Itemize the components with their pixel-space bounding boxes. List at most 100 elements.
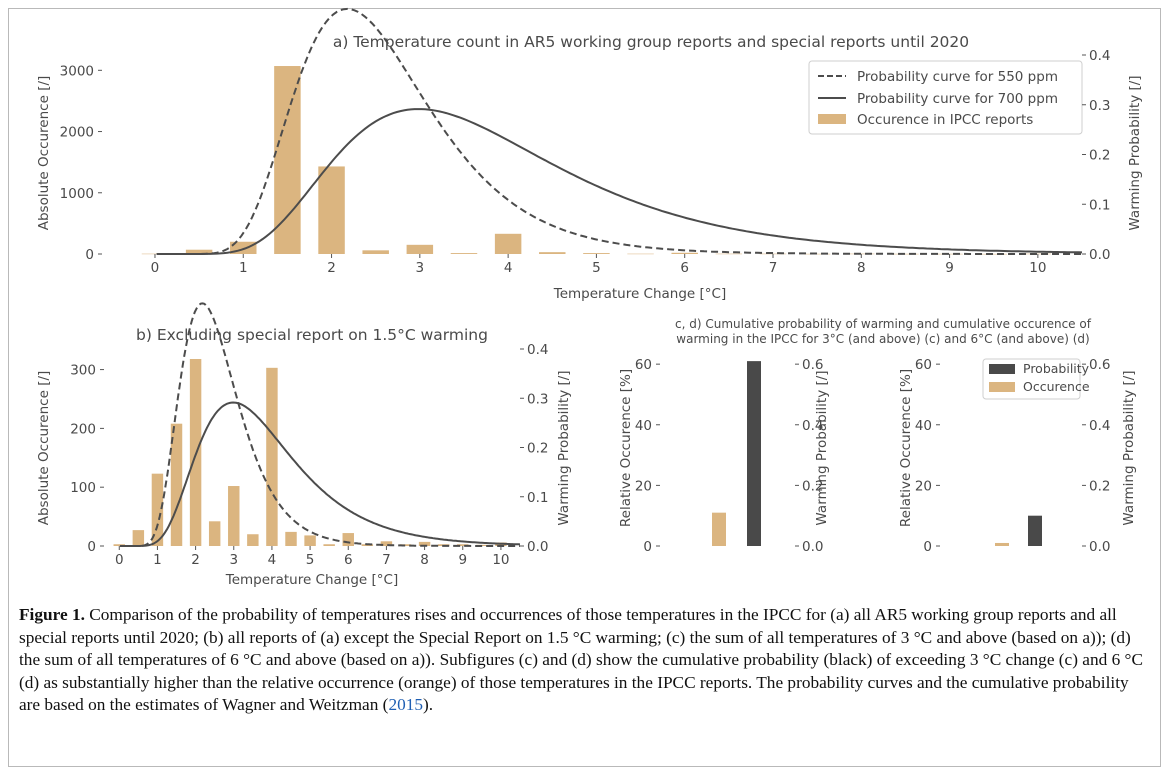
chart-a-y2tick-label: 0.1 (1089, 197, 1110, 213)
chart-c-y2tick-label: 0.0 (802, 539, 823, 555)
chart-b-bar (380, 541, 393, 546)
chart-b-bar (170, 423, 183, 546)
legend-a-bar-swatch (818, 114, 846, 124)
chart-a-xtick-label: 3 (416, 260, 425, 276)
legend-a-box (808, 60, 1083, 135)
chart-b-ytick-label: 300 (70, 363, 96, 379)
chart-b-xtick-label: 4 (268, 552, 277, 568)
legend-d-occ-swatch (989, 382, 1015, 392)
legend-a-item-occurence: Occurence in IPCC reports (857, 112, 1033, 128)
caption-label: Figure 1. (19, 605, 85, 624)
chart-b-ylabel: Absolute Occurence [/] (36, 371, 52, 526)
chart-b-xtick-label: 3 (229, 552, 238, 568)
chart-a-y2tick-label: 0.3 (1089, 98, 1110, 114)
chart-b-xtick-label: 7 (382, 552, 391, 568)
chart-d-y2tick-label: 0.6 (1089, 357, 1110, 373)
chart-d-ytick-label: 0 (923, 539, 932, 555)
chart-a-xtick-label: 9 (945, 260, 954, 276)
chart-d-occurence-bar (995, 542, 1009, 546)
chart-a-bar (848, 253, 875, 255)
chart-c-ytick-label: 40 (635, 418, 652, 434)
chart-b-curve-700 (120, 401, 521, 547)
chart-a-y2tick-label: 0.4 (1089, 48, 1110, 64)
chart-c-y2label: Warming Probability [/] (814, 370, 830, 525)
chart-cd-title-line2: warming in the IPCC for 3°C (and above) … (676, 332, 1089, 346)
chart-a-xlabel: Temperature Change [°C] (553, 286, 727, 302)
chart-b-xtick-label: 0 (115, 552, 124, 568)
legend-a-item-550: Probability curve for 550 ppm (857, 69, 1058, 85)
legend-d-prob-swatch (989, 364, 1015, 374)
chart-b-ytick-label: 0 (87, 539, 96, 555)
chart-b-bar (113, 544, 125, 546)
chart-d-ytick-label: 60 (915, 357, 932, 373)
chart-a-y2tick-label: 0.0 (1089, 247, 1110, 263)
chart-a-bar (141, 253, 169, 255)
chart-a-bar (450, 253, 478, 254)
chart-c-ylabel: Relative Occurence [%] (618, 369, 634, 527)
chart-b-bar (304, 535, 316, 546)
chart-b-ytick-label: 100 (70, 480, 96, 496)
chart-b-xtick-label: 9 (458, 552, 467, 568)
chart-b-xtick-label: 8 (420, 552, 429, 568)
chart-b-title: b) Excluding special report on 1.5°C war… (136, 326, 488, 344)
chart-a-xtick-label: 6 (680, 260, 689, 276)
chart-b-bar (342, 533, 354, 546)
chart-d-y2tick-label: 0.2 (1089, 478, 1110, 494)
chart-a-bar (406, 244, 434, 254)
chart-b-y2tick-label: 0.0 (527, 539, 548, 555)
chart-b-y2tick-label: 0.3 (527, 391, 548, 407)
chart-b-xlabel: Temperature Change [°C] (225, 572, 399, 588)
chart-a-xtick-label: 5 (592, 260, 601, 276)
chart-a-xtick-label: 0 (151, 260, 160, 276)
chart-d-legend: Probability Occurence (982, 358, 1090, 400)
chart-a-bar (583, 253, 610, 254)
chart-d-y2tick-label: 0.4 (1089, 418, 1110, 434)
legend-a-item-700: Probability curve for 700 ppm (857, 91, 1058, 107)
chart-b-xtick-label: 6 (344, 552, 353, 568)
citation-link[interactable]: 2015 (388, 695, 423, 715)
chart-a-bar (1024, 253, 1052, 255)
legend-d-item-occurence: Occurence (1023, 379, 1090, 394)
chart-c-occurence-bar (712, 512, 726, 546)
chart-c-y2tick-label: 0.6 (802, 357, 823, 373)
chart-b-xtick-label: 5 (306, 552, 315, 568)
chart-b-bar (132, 530, 145, 546)
legend-d-item-probability: Probability (1023, 361, 1090, 376)
chart-a-xtick-label: 10 (1029, 260, 1046, 276)
chart-b-y2tick-label: 0.4 (527, 342, 548, 358)
chart-c-ytick-label: 20 (635, 478, 652, 494)
chart-a-legend: Probability curve for 550 ppm Probabilit… (808, 60, 1083, 135)
chart-d-probability-bar (1028, 515, 1042, 546)
chart-c-y2tick-label: 0.4 (802, 418, 823, 434)
chart-b-bar (457, 544, 469, 546)
chart-cd-title-line1: c, d) Cumulative probability of warming … (675, 317, 1092, 331)
chart-a-xtick-label: 2 (327, 260, 336, 276)
chart-a-ytick-label: 1000 (60, 186, 94, 202)
chart-b-bar (247, 534, 259, 546)
chart-d-ylabel: Relative Occurence [%] (898, 369, 914, 527)
chart-b-bar (399, 544, 412, 546)
chart-a-bar (539, 252, 566, 254)
chart-a-bar (494, 233, 522, 254)
chart-a-curve-700 (156, 108, 1083, 255)
chart-a-bar (671, 252, 698, 254)
chart-b-bar (228, 486, 240, 546)
chart-d-ytick-label: 20 (915, 478, 932, 494)
chart-a-xtick-label: 4 (504, 260, 513, 276)
chart-b-bar (208, 521, 221, 546)
chart-a-bar (980, 253, 1007, 255)
chart-a-bar (274, 66, 301, 254)
chart-b-y2tick-label: 0.2 (527, 441, 548, 457)
chart-b-bar (151, 473, 164, 546)
caption-text: Comparison of the probability of tempera… (19, 605, 1143, 715)
chart-a-bar (715, 253, 743, 255)
chart-d-y2label: Warming Probability [/] (1121, 370, 1137, 525)
chart-b-xtick-label: 10 (492, 552, 509, 568)
chart-a-bar (892, 253, 919, 255)
chart-b-bar (266, 367, 278, 546)
chart-a-curve-550 (156, 7, 1082, 255)
chart-b-xtick-label: 2 (191, 552, 200, 568)
chart-a-y2label: Warming Probability [/] (1127, 75, 1143, 230)
chart-b-ytick-label: 200 (70, 421, 96, 437)
chart-a-xtick-label: 7 (769, 260, 778, 276)
